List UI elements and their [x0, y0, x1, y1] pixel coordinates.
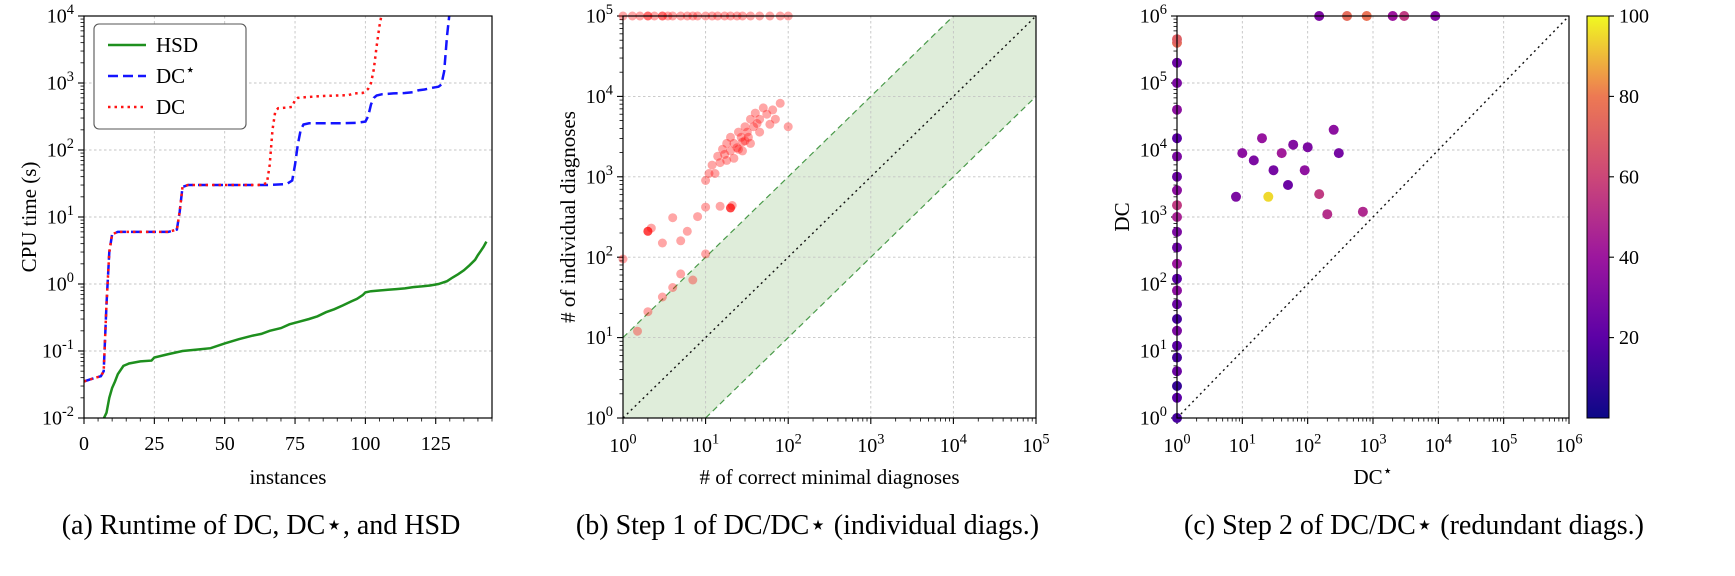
- caption-c: (c) Step 2 of DC/DC⋆ (redundant diags.): [1184, 510, 1644, 541]
- svg-text:25: 25: [144, 433, 164, 455]
- svg-text:102: 102: [775, 432, 802, 457]
- svg-text:105: 105: [586, 4, 613, 28]
- svg-text:101: 101: [47, 203, 74, 228]
- individual-diagnoses-scatter-chart: 100 101 102 103 104 105 100 101 102 103 104 105 # of…: [556, 4, 1050, 489]
- svg-text:instances: instances: [250, 465, 327, 489]
- svg-text:80: 80: [1619, 86, 1639, 108]
- svg-text:0: 0: [79, 433, 89, 455]
- svg-text:103: 103: [1359, 432, 1386, 457]
- svg-text:DC⋆: DC⋆: [156, 62, 195, 88]
- svg-text:DC: DC: [1110, 202, 1134, 231]
- svg-text:103: 103: [47, 69, 74, 94]
- svg-text:101: 101: [1140, 337, 1167, 362]
- svg-text:100: 100: [47, 270, 74, 295]
- panel-a: 0 25 50 75 100 125 10-2 10-1 100 101 102 103 104 inst…: [16, 4, 506, 542]
- svg-text:101: 101: [1229, 432, 1256, 457]
- svg-text:105: 105: [1490, 432, 1517, 457]
- svg-text:104: 104: [586, 83, 613, 108]
- svg-text:104: 104: [1140, 136, 1167, 161]
- svg-text:100: 100: [609, 432, 636, 457]
- svg-text:104: 104: [940, 432, 967, 457]
- runtime-line-chart: 0 25 50 75 100 125 10-2 10-1 100 101 102 103 104 inst…: [17, 4, 493, 489]
- svg-text:100: 100: [1163, 432, 1190, 457]
- svg-text:106: 106: [1555, 432, 1582, 457]
- svg-text:100: 100: [1140, 404, 1167, 429]
- svg-text:104: 104: [47, 4, 74, 28]
- svg-text:103: 103: [857, 432, 884, 457]
- svg-text:101: 101: [692, 432, 719, 457]
- svg-text:103: 103: [1140, 203, 1167, 228]
- svg-text:40: 40: [1619, 247, 1639, 269]
- svg-text:60: 60: [1619, 166, 1639, 188]
- svg-text:10-2: 10-2: [42, 404, 74, 429]
- figure-row: 0 25 50 75 100 125 10-2 10-1 100 101 102 103 104 inst…: [16, 4, 1719, 542]
- caption-b: (b) Step 1 of DC/DC⋆ (individual diags.): [575, 510, 1040, 541]
- svg-text:102: 102: [1140, 270, 1167, 295]
- svg-text:106: 106: [1140, 4, 1167, 28]
- svg-text:105: 105: [1022, 432, 1049, 457]
- svg-text:# of correct minimal diagnoses: # of correct minimal diagnoses: [699, 465, 959, 489]
- svg-text:102: 102: [47, 136, 74, 161]
- svg-text:102: 102: [1294, 432, 1321, 457]
- svg-text:DC⋆: DC⋆: [1353, 463, 1392, 489]
- svg-text:HSD: HSD: [156, 33, 198, 57]
- svg-text:102: 102: [586, 243, 613, 268]
- redundant-diagnoses-scatter-chart: 100 101 102 103 104 105 106 100 101 102 103 104 105 1…: [1110, 4, 1649, 489]
- svg-text:100: 100: [586, 404, 613, 429]
- svg-text:125: 125: [421, 433, 451, 455]
- svg-text:103: 103: [586, 163, 613, 188]
- svg-text:75: 75: [285, 433, 305, 455]
- svg-text:CPU time (s): CPU time (s): [17, 162, 41, 273]
- svg-text:100: 100: [350, 433, 380, 455]
- panel-c: 100 101 102 103 104 105 106 100 101 102 103 104 105 1…: [1109, 4, 1719, 542]
- svg-text:104: 104: [1425, 432, 1452, 457]
- svg-text:100: 100: [1619, 6, 1649, 28]
- caption-a: (a) Runtime of DC, DC⋆, and HSD: [61, 510, 461, 541]
- svg-text:20: 20: [1619, 327, 1639, 349]
- panel-b: 100 101 102 103 104 105 100 101 102 103 104 105 # of…: [555, 4, 1060, 542]
- svg-text:101: 101: [586, 324, 613, 349]
- svg-text:105: 105: [1140, 69, 1167, 94]
- svg-text:10-1: 10-1: [42, 337, 74, 362]
- svg-text:DC: DC: [156, 95, 185, 119]
- svg-text:50: 50: [215, 433, 235, 455]
- svg-text:# of individual diagnoses: # of individual diagnoses: [556, 111, 580, 323]
